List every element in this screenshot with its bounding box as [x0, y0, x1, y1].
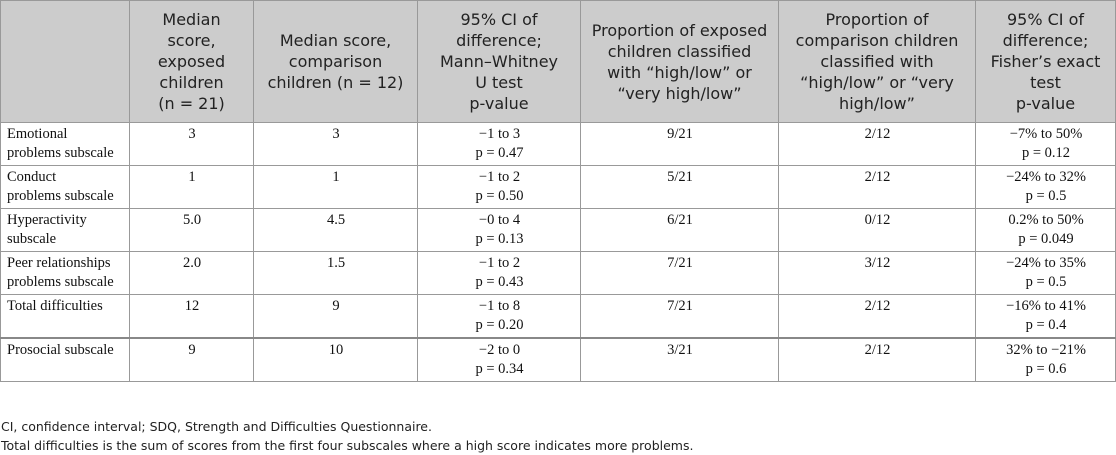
cell-proportion-exposed: 6/21: [580, 208, 779, 252]
cell-median-exposed: 12: [129, 294, 254, 339]
cell-fisher: 32% to −21% p = 0.6: [975, 337, 1116, 382]
row-label: Emotional problems subscale: [0, 122, 130, 166]
cell-fisher: −7% to 50% p = 0.12: [975, 122, 1116, 166]
cell-median-exposed: 2.0: [129, 251, 254, 295]
cell-median-exposed: 5.0: [129, 208, 254, 252]
results-table: Median score, exposed children (n = 21) …: [0, 0, 1116, 382]
cell-fisher: −24% to 32% p = 0.5: [975, 165, 1116, 209]
header-cell-median-exposed: Median score, exposed children (n = 21): [129, 0, 254, 123]
cell-proportion-exposed: 5/21: [580, 165, 779, 209]
cell-median-comparison: 10: [253, 337, 418, 382]
row-label: Hyperactivity subscale: [0, 208, 130, 252]
cell-proportion-comparison: 3/12: [778, 251, 976, 295]
row-label: Total difficulties: [0, 294, 130, 339]
header-row: Median score, exposed children (n = 21) …: [0, 0, 1116, 123]
cell-proportion-exposed: 7/21: [580, 251, 779, 295]
table-row: Prosocial subscale 9 10 −2 to 0 p = 0.34…: [0, 337, 1116, 382]
header-cell-blank: [0, 0, 130, 123]
cell-fisher: 0.2% to 50% p = 0.049: [975, 208, 1116, 252]
row-label: Conduct problems subscale: [0, 165, 130, 209]
cell-proportion-comparison: 2/12: [778, 337, 976, 382]
cell-proportion-comparison: 0/12: [778, 208, 976, 252]
header-cell-mann-whitney: 95% CI of difference; Mann–Whitney U tes…: [417, 0, 581, 123]
footnote-total-difficulties: Total difficulties is the sum of scores …: [1, 438, 694, 453]
header-cell-proportion-comparison: Proportion of comparison children classi…: [778, 0, 976, 123]
table-row: Peer relationships problems subscale 2.0…: [0, 251, 1116, 295]
cell-median-comparison: 1: [253, 165, 418, 209]
cell-median-exposed: 9: [129, 337, 254, 382]
table-row: Total difficulties 12 9 −1 to 8 p = 0.20…: [0, 294, 1116, 339]
table-row: Emotional problems subscale 3 3 −1 to 3 …: [0, 122, 1116, 166]
cell-median-comparison: 4.5: [253, 208, 418, 252]
cell-mann-whitney: −2 to 0 p = 0.34: [417, 337, 581, 382]
cell-mann-whitney: −1 to 2 p = 0.43: [417, 251, 581, 295]
cell-mann-whitney: −1 to 8 p = 0.20: [417, 294, 581, 339]
footnote-abbreviations: CI, confidence interval; SDQ, Strength a…: [1, 419, 432, 434]
cell-median-comparison: 3: [253, 122, 418, 166]
cell-proportion-exposed: 9/21: [580, 122, 779, 166]
cell-median-comparison: 1.5: [253, 251, 418, 295]
cell-median-exposed: 1: [129, 165, 254, 209]
table-row: Conduct problems subscale 1 1 −1 to 2 p …: [0, 165, 1116, 209]
cell-proportion-exposed: 7/21: [580, 294, 779, 339]
cell-mann-whitney: −1 to 2 p = 0.50: [417, 165, 581, 209]
cell-proportion-comparison: 2/12: [778, 294, 976, 339]
header-cell-median-comparison: Median score, comparison children (n = 1…: [253, 0, 418, 123]
cell-median-comparison: 9: [253, 294, 418, 339]
header-cell-fisher: 95% CI of difference; Fisher’s exact tes…: [975, 0, 1116, 123]
cell-mann-whitney: −1 to 3 p = 0.47: [417, 122, 581, 166]
cell-proportion-comparison: 2/12: [778, 165, 976, 209]
header-cell-proportion-exposed: Proportion of exposed children classifie…: [580, 0, 779, 123]
cell-median-exposed: 3: [129, 122, 254, 166]
row-label: Prosocial subscale: [0, 337, 130, 382]
cell-proportion-comparison: 2/12: [778, 122, 976, 166]
cell-mann-whitney: −0 to 4 p = 0.13: [417, 208, 581, 252]
table-row: Hyperactivity subscale 5.0 4.5 −0 to 4 p…: [0, 208, 1116, 252]
cell-proportion-exposed: 3/21: [580, 337, 779, 382]
cell-fisher: −16% to 41% p = 0.4: [975, 294, 1116, 339]
table-footnotes: CI, confidence interval; SDQ, Strength a…: [1, 417, 693, 455]
cell-fisher: −24% to 35% p = 0.5: [975, 251, 1116, 295]
row-label: Peer relationships problems subscale: [0, 251, 130, 295]
